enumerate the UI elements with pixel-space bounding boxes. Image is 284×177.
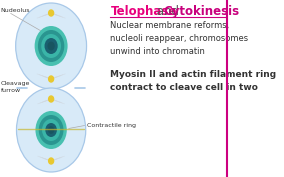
Circle shape <box>38 30 64 62</box>
Circle shape <box>49 76 54 82</box>
Circle shape <box>47 42 55 50</box>
Text: Cleavage
furrow: Cleavage furrow <box>1 81 30 93</box>
Circle shape <box>16 3 87 89</box>
Circle shape <box>49 158 54 164</box>
Text: Nuclear membrane reforms,
nucleoli reappear, chromosomes
unwind into chromatin: Nuclear membrane reforms, nucleoli reapp… <box>110 21 248 56</box>
Circle shape <box>39 115 64 145</box>
Circle shape <box>45 123 57 137</box>
Circle shape <box>36 111 67 149</box>
Text: and: and <box>153 5 182 18</box>
Text: Cytokinesis: Cytokinesis <box>163 5 239 18</box>
Circle shape <box>45 38 58 54</box>
Circle shape <box>35 26 68 66</box>
Circle shape <box>16 88 86 172</box>
Circle shape <box>49 96 54 102</box>
Circle shape <box>49 10 54 16</box>
Text: Myosin II and actin filament ring
contract to cleave cell in two: Myosin II and actin filament ring contra… <box>110 70 277 92</box>
Circle shape <box>42 119 60 141</box>
Circle shape <box>48 126 54 134</box>
Text: Nudeolus: Nudeolus <box>1 7 30 13</box>
Text: Contractile ring: Contractile ring <box>87 122 136 127</box>
Circle shape <box>41 34 61 58</box>
Text: Telophase: Telophase <box>110 5 177 18</box>
